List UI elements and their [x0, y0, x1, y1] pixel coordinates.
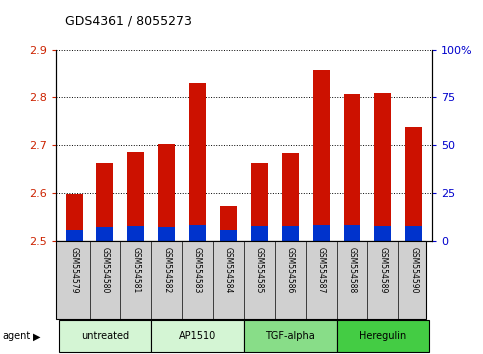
Bar [128, 227, 144, 241]
Text: Heregulin: Heregulin [359, 331, 407, 341]
Bar [251, 227, 268, 241]
Bar [97, 227, 114, 241]
Bar [374, 227, 391, 241]
Bar [251, 163, 268, 241]
Bar [151, 320, 244, 352]
Text: TGF-alpha: TGF-alpha [265, 331, 315, 341]
Bar [158, 144, 175, 241]
Bar [313, 70, 329, 241]
Text: GSM554585: GSM554585 [255, 247, 264, 293]
Bar [343, 225, 360, 241]
Bar [220, 230, 237, 241]
Text: GSM554581: GSM554581 [131, 247, 141, 293]
Bar [66, 194, 83, 241]
Text: GSM554579: GSM554579 [70, 247, 79, 293]
Bar [405, 127, 422, 241]
Text: ▶: ▶ [33, 331, 41, 341]
Bar [405, 227, 422, 241]
Bar [220, 206, 237, 241]
Bar [58, 320, 151, 352]
Text: GSM554588: GSM554588 [347, 247, 356, 293]
Bar [66, 230, 83, 241]
Bar [128, 152, 144, 241]
Text: AP1510: AP1510 [179, 331, 216, 341]
Text: GSM554589: GSM554589 [378, 247, 387, 293]
Bar [158, 227, 175, 241]
Bar [282, 227, 298, 241]
Text: GSM554586: GSM554586 [286, 247, 295, 293]
Bar [374, 92, 391, 241]
Text: agent: agent [2, 331, 30, 341]
Bar [97, 163, 114, 241]
Text: GSM554590: GSM554590 [409, 247, 418, 293]
Text: GSM554583: GSM554583 [193, 247, 202, 293]
Text: GSM554584: GSM554584 [224, 247, 233, 293]
Text: GDS4361 / 8055273: GDS4361 / 8055273 [65, 14, 192, 27]
Text: GSM554587: GSM554587 [317, 247, 326, 293]
Text: untreated: untreated [81, 331, 129, 341]
Bar [244, 320, 337, 352]
Text: GSM554580: GSM554580 [100, 247, 110, 293]
Bar [189, 225, 206, 241]
Bar [343, 93, 360, 241]
Bar [337, 320, 429, 352]
Bar [282, 153, 298, 241]
Bar [313, 225, 329, 241]
Bar [189, 83, 206, 241]
Text: GSM554582: GSM554582 [162, 247, 171, 293]
